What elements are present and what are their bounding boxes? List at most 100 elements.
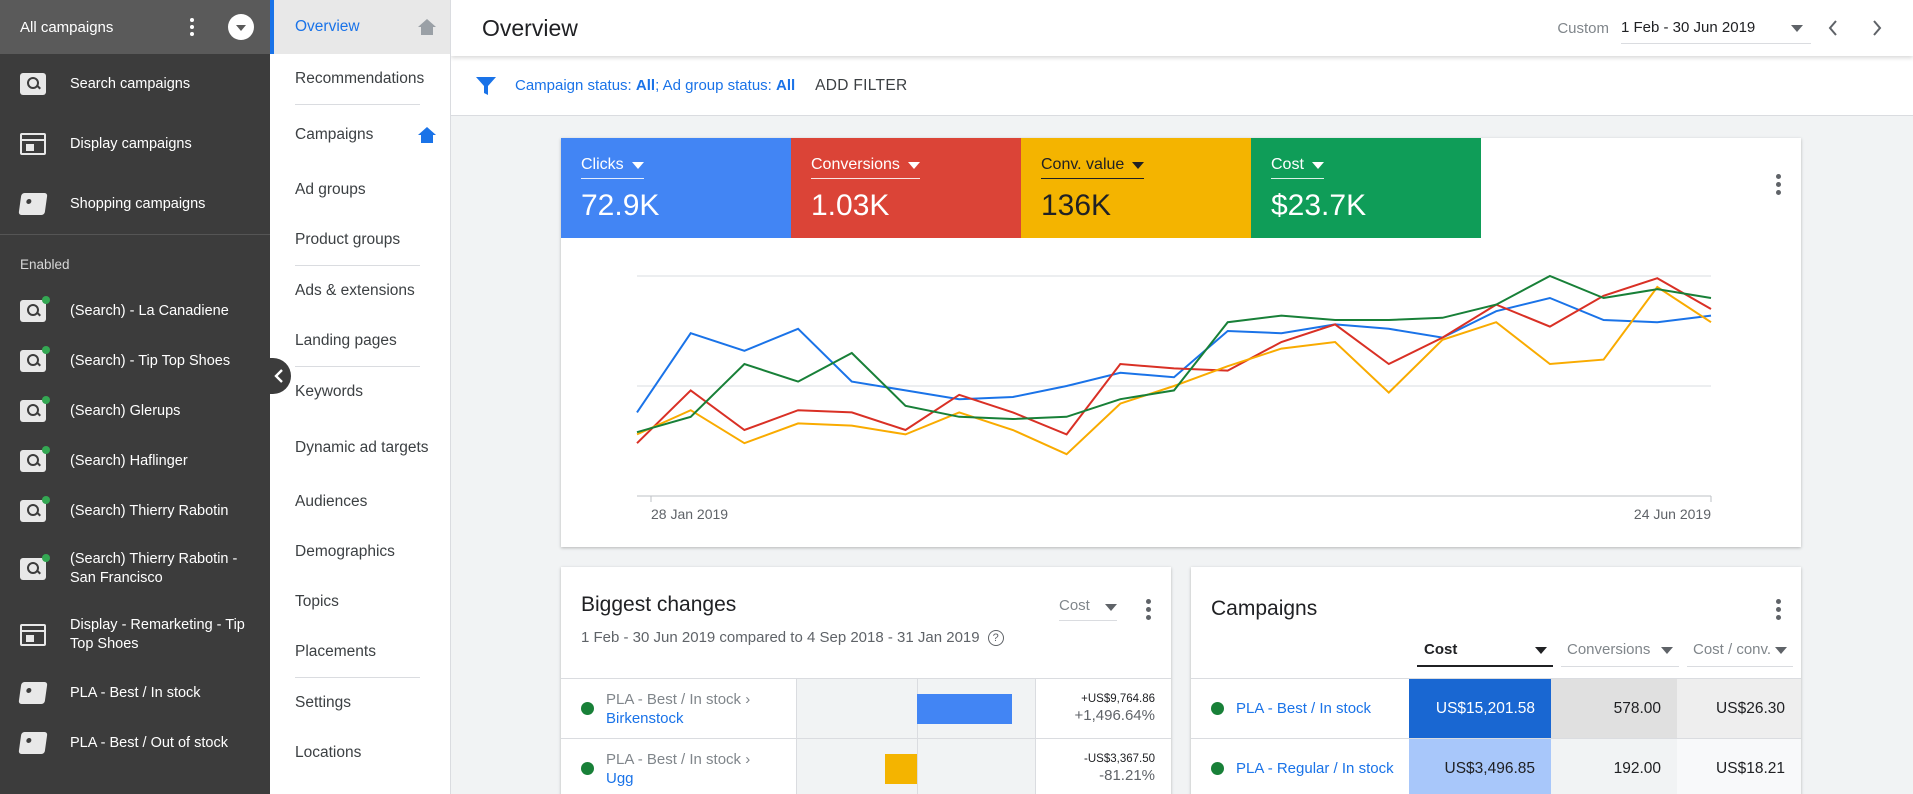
column-header-cost[interactable]: Cost <box>1417 641 1553 667</box>
x-tick-label-start: 28 Jan 2019 <box>651 506 728 522</box>
table-row[interactable]: PLA - Best / In stock › Ugg -US$3,367.50… <box>561 738 1171 794</box>
home-icon <box>418 19 436 35</box>
sidebar-item-shopping-campaigns[interactable]: Shopping campaigns <box>0 174 270 234</box>
more-vert-icon[interactable] <box>190 18 194 36</box>
divider <box>295 366 420 367</box>
nav-item-recommendations[interactable]: Recommendations <box>270 54 450 104</box>
search-icon <box>20 496 50 522</box>
active-filters[interactable]: Campaign status: All; Ad group status: A… <box>515 77 795 94</box>
campaign-label: PLA - Best / Out of stock <box>70 734 228 751</box>
caret-down-icon <box>631 161 644 169</box>
nav-item-demographics[interactable]: Demographics <box>270 527 450 577</box>
more-vert-icon[interactable] <box>1776 599 1781 620</box>
nav-label: Dynamic ad targets <box>295 438 429 456</box>
nav-label: Demographics <box>295 543 395 560</box>
table-row[interactable]: PLA - Regular / In stock US$3,496.85 192… <box>1191 738 1801 794</box>
metric-label: Conversions <box>811 156 900 173</box>
sidebar-item-label: Search campaigns <box>70 75 191 92</box>
add-filter-button[interactable]: ADD FILTER <box>815 76 908 94</box>
nav-item-locations[interactable]: Locations <box>270 728 450 778</box>
more-vert-icon[interactable] <box>1146 599 1151 620</box>
campaign-label: (Search) Thierry Rabotin <box>70 502 229 519</box>
nav-item-keywords[interactable]: Keywords <box>270 367 450 417</box>
help-icon[interactable]: ? <box>987 629 1004 646</box>
nav-item-product-groups[interactable]: Product groups <box>270 215 450 265</box>
date-range-select[interactable]: 1 Feb - 30 Jun 2019 <box>1621 12 1811 44</box>
sidebar-campaign-item[interactable]: Display - Remarketing - Tip Top Shoes <box>0 602 270 668</box>
nav-label: Overview <box>295 18 360 35</box>
nav-item-audiences[interactable]: Audiences <box>270 477 450 527</box>
status-dot <box>1211 762 1224 775</box>
table-row[interactable]: PLA - Best / In stock › Birkenstock +US$… <box>561 678 1171 738</box>
nav-item-settings[interactable]: Settings <box>270 678 450 728</box>
nav-label: Recommendations <box>295 70 425 87</box>
dropdown-icon[interactable] <box>228 14 254 40</box>
nav-label: Topics <box>295 593 339 610</box>
metric-label: Conv. value <box>1041 156 1125 173</box>
metric-tile-cost[interactable]: Cost $23.7K <box>1251 138 1481 238</box>
row-name: PLA - Best / In stock › Birkenstock <box>606 690 750 728</box>
metric-label: Clicks <box>581 156 624 173</box>
card-title: Campaigns <box>1211 597 1318 620</box>
campaign-link[interactable]: PLA - Best / In stock <box>1236 700 1372 717</box>
page-header: Overview Custom 1 Feb - 30 Jun 2019 <box>451 0 1913 56</box>
more-vert-icon[interactable] <box>1776 174 1781 195</box>
metric-selector[interactable]: Conv. value <box>1041 156 1145 179</box>
filter-icon[interactable] <box>475 75 497 97</box>
sidebar-campaign-item[interactable]: (Search) Haflinger <box>0 436 270 486</box>
nav-item-ads-extensions[interactable]: Ads & extensions <box>270 266 450 316</box>
change-bar-cell <box>796 679 1036 738</box>
column-header-conversions[interactable]: Conversions <box>1561 641 1679 667</box>
campaign-label: Display - Remarketing - Tip Top Shoes <box>70 617 245 652</box>
metric-tile-clicks[interactable]: Clicks 72.9K <box>561 138 791 238</box>
nav-item-campaigns[interactable]: Campaigns <box>270 105 450 165</box>
parent-label: PLA - Best / In stock › <box>606 750 751 768</box>
search-icon <box>20 73 46 95</box>
chevron-left-icon <box>1828 20 1837 36</box>
sidebar-campaign-item[interactable]: (Search) - Tip Top Shoes <box>0 336 270 386</box>
nav-item-overview[interactable]: Overview <box>270 0 450 54</box>
conversions-cell: 578.00 <box>1551 679 1677 738</box>
absolute-change: +US$9,764.86 <box>1081 693 1155 705</box>
account-selector[interactable]: All campaigns <box>0 0 270 54</box>
metric-tile-conv-value[interactable]: Conv. value 136K <box>1021 138 1251 238</box>
sidebar-item-search-campaigns[interactable]: Search campaigns <box>0 54 270 114</box>
sidebar-campaign-item[interactable]: (Search) Glerups <box>0 386 270 436</box>
nav-item-landing-pages[interactable]: Landing pages <box>270 316 450 366</box>
metric-select[interactable]: Cost <box>1059 597 1117 621</box>
entity-link[interactable]: Ugg <box>606 769 634 787</box>
campaign-label: (Search) Haflinger <box>70 452 188 469</box>
status-dot <box>581 702 594 715</box>
nav-item-ad-groups[interactable]: Ad groups <box>270 165 450 215</box>
sidebar-item-display-campaigns[interactable]: Display campaigns <box>0 114 270 174</box>
metric-selector[interactable]: Cost <box>1271 156 1324 179</box>
table-row[interactable]: PLA - Best / In stock US$15,201.58 578.0… <box>1191 678 1801 738</box>
nav-item-topics[interactable]: Topics <box>270 577 450 627</box>
performance-line-chart: 28 Jan 2019 24 Jun 2019 <box>636 274 1712 522</box>
sidebar-campaign-item[interactable]: (Search) Thierry Rabotin - San Francisco <box>0 536 270 602</box>
metric-selector[interactable]: Conversions <box>811 156 920 179</box>
sidebar-campaign-item[interactable]: (Search) - La Canadiene <box>0 286 270 336</box>
campaign-link[interactable]: PLA - Regular / In stock <box>1236 760 1394 777</box>
next-period-button[interactable] <box>1855 6 1899 50</box>
campaign-sidebar: All campaigns Search campaigns Display c… <box>0 0 270 794</box>
nav-item-placements[interactable]: Placements <box>270 627 450 677</box>
sidebar-campaign-item[interactable]: PLA - Best / Out of stock <box>0 718 270 768</box>
metric-selector[interactable]: Clicks <box>581 156 644 179</box>
absolute-change: -US$3,367.50 <box>1084 753 1155 765</box>
sidebar-campaign-item[interactable]: PLA - Best / In stock <box>0 668 270 718</box>
column-header-cost-per-conv[interactable]: Cost / conv. <box>1687 641 1793 667</box>
campaign-name-cell: PLA - Best / In stock <box>1191 679 1409 738</box>
metric-tile-conversions[interactable]: Conversions 1.03K <box>791 138 1021 238</box>
enabled-status-dot <box>42 346 50 354</box>
nav-item-dynamic-ad-targets[interactable]: Dynamic ad targets <box>270 417 450 477</box>
entity-link[interactable]: Birkenstock <box>606 709 684 727</box>
filter-separator: ; <box>655 77 660 94</box>
metric-tiles: Clicks 72.9K Conversions 1.03K Conv. val… <box>561 138 1801 238</box>
metric-value: 1.03K <box>811 189 890 222</box>
previous-period-button[interactable] <box>1811 6 1855 50</box>
performance-card: Clicks 72.9K Conversions 1.03K Conv. val… <box>561 138 1801 547</box>
sidebar-item-label: Display campaigns <box>70 135 192 152</box>
sidebar-campaign-item[interactable]: (Search) Thierry Rabotin <box>0 486 270 536</box>
nav-label: Campaigns <box>295 126 374 143</box>
